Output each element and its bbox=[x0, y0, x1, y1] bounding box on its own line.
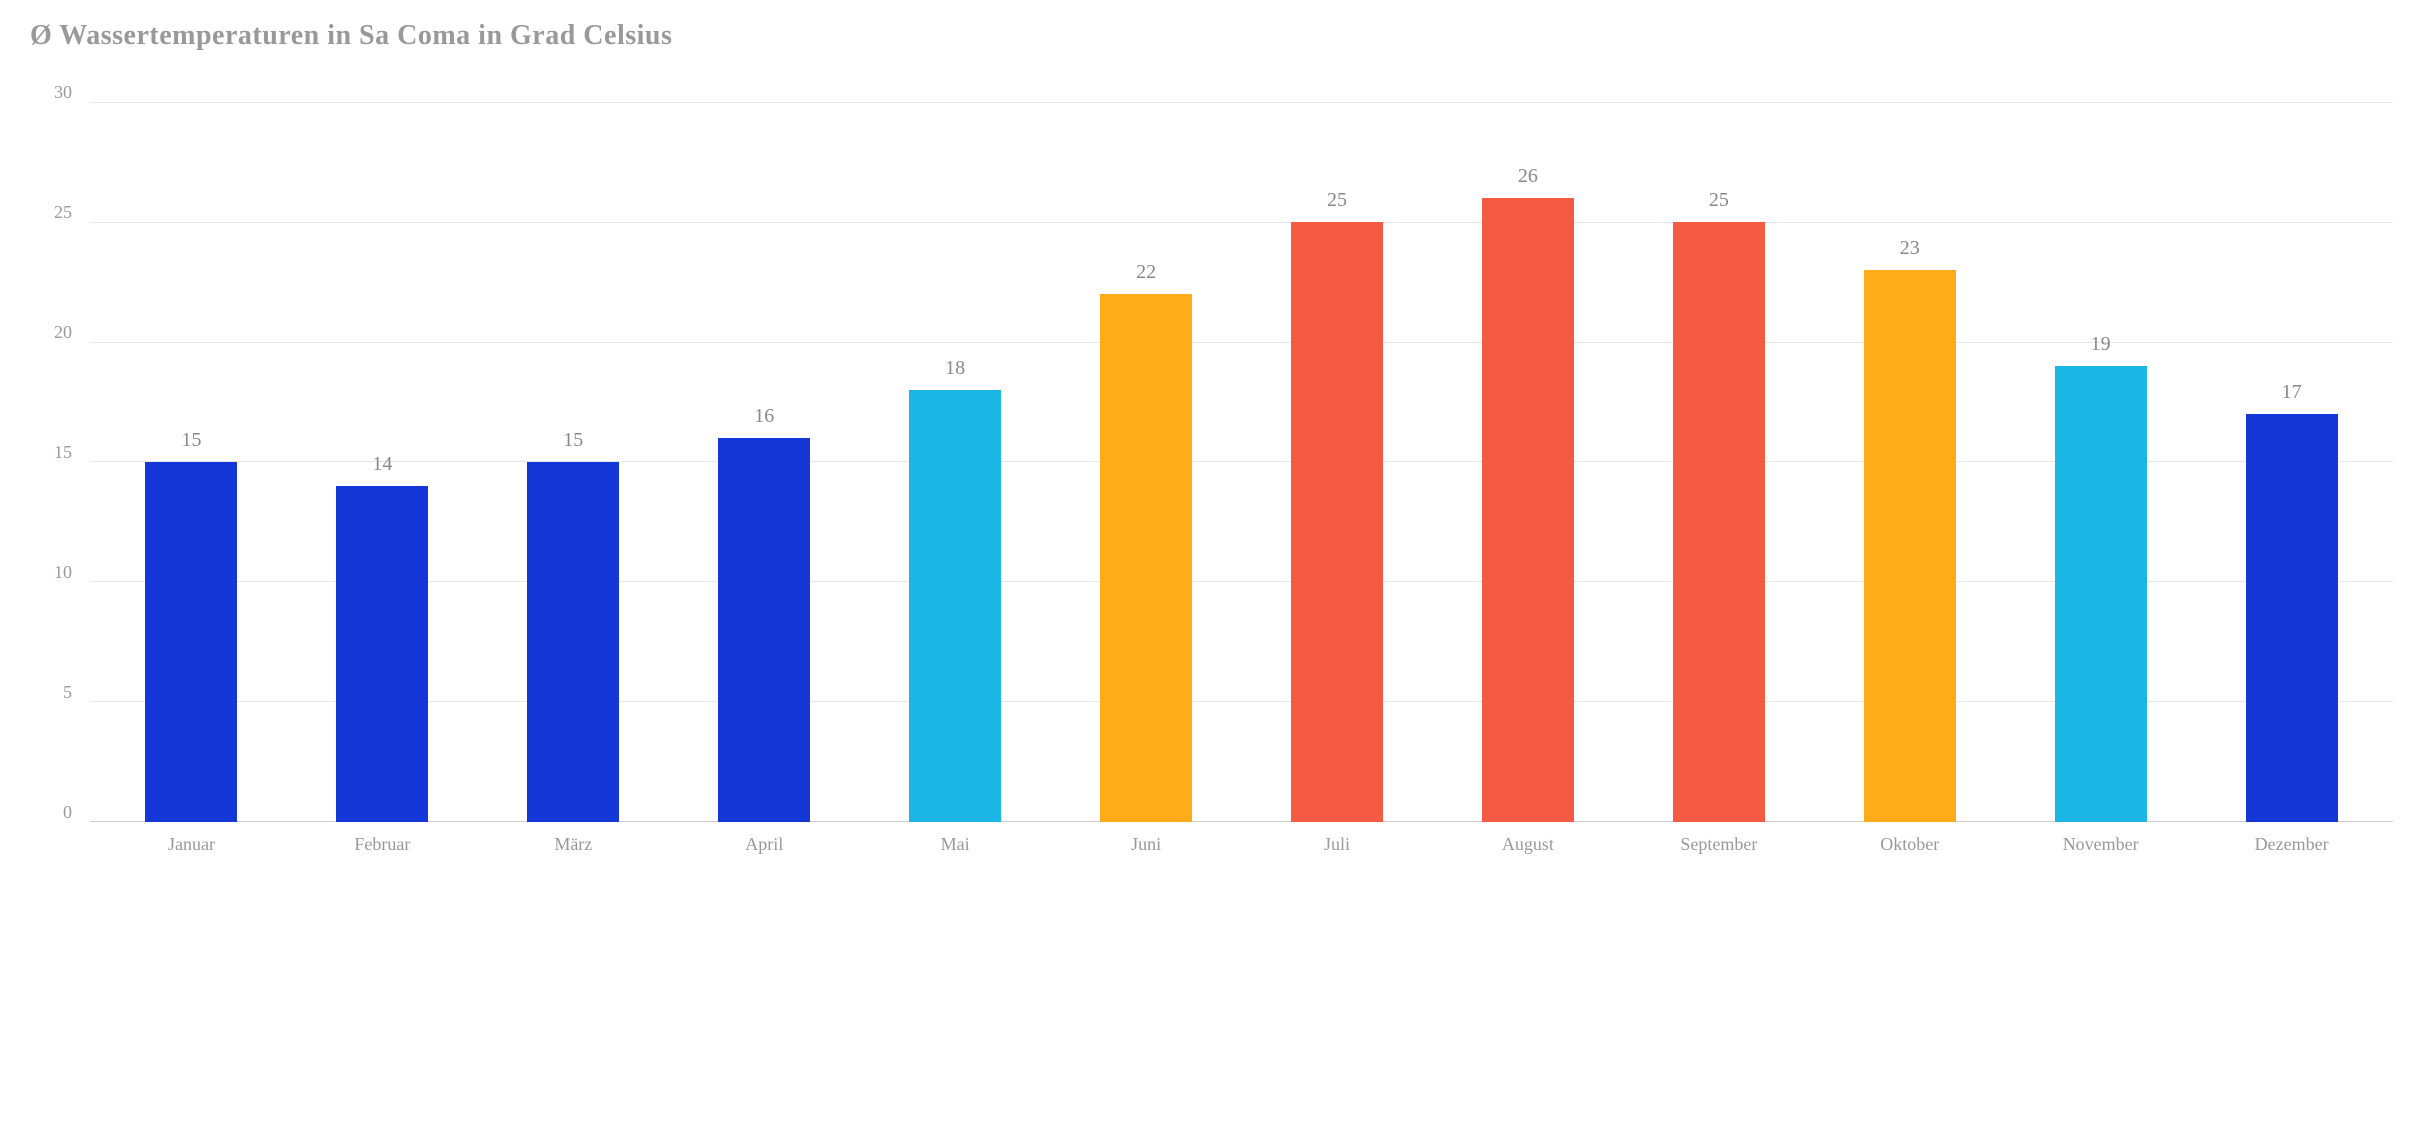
bar bbox=[718, 438, 810, 822]
bar-slot: 14 bbox=[287, 102, 478, 822]
water-temperature-chart: Ø Wassertemperaturen in Sa Coma in Grad … bbox=[30, 20, 2393, 855]
bar bbox=[1864, 270, 1956, 822]
bar-value-label: 25 bbox=[1327, 189, 1347, 212]
bar-slot: 25 bbox=[1623, 102, 1814, 822]
bar bbox=[1482, 198, 1574, 822]
x-axis-label: Mai bbox=[860, 834, 1051, 855]
bar-slot: 22 bbox=[1051, 102, 1242, 822]
bar-value-label: 18 bbox=[945, 357, 965, 380]
bar-value-label: 14 bbox=[372, 453, 392, 476]
bar-value-label: 22 bbox=[1136, 261, 1156, 284]
x-axis: JanuarFebruarMärzAprilMaiJuniJuliAugustS… bbox=[90, 834, 2393, 855]
bar bbox=[145, 462, 237, 822]
x-axis-label: November bbox=[2005, 834, 2196, 855]
bars: 15 14 15 16 18 22 25 26 25 23 19 17 bbox=[90, 102, 2393, 822]
bar-value-label: 23 bbox=[1900, 237, 1920, 260]
bar-slot: 18 bbox=[860, 102, 1051, 822]
x-axis-label: Dezember bbox=[2196, 834, 2387, 855]
bar bbox=[1100, 294, 1192, 822]
bar bbox=[2246, 414, 2338, 822]
bar-value-label: 19 bbox=[2091, 333, 2111, 356]
bar-slot: 15 bbox=[478, 102, 669, 822]
y-axis: 302520151050 bbox=[30, 102, 90, 822]
bar bbox=[1291, 222, 1383, 822]
bar bbox=[1673, 222, 1765, 822]
chart-title: Ø Wassertemperaturen in Sa Coma in Grad … bbox=[30, 20, 2393, 52]
x-axis-label: März bbox=[478, 834, 669, 855]
bar-slot: 15 bbox=[96, 102, 287, 822]
bar-slot: 25 bbox=[1242, 102, 1433, 822]
bar-slot: 19 bbox=[2005, 102, 2196, 822]
bar-value-label: 15 bbox=[181, 429, 201, 452]
bar-value-label: 25 bbox=[1709, 189, 1729, 212]
x-axis-label: April bbox=[669, 834, 860, 855]
x-axis-label: Januar bbox=[96, 834, 287, 855]
bar bbox=[527, 462, 619, 822]
x-axis-label: Oktober bbox=[1814, 834, 2005, 855]
x-axis-label: September bbox=[1623, 834, 1814, 855]
bar-slot: 17 bbox=[2196, 102, 2387, 822]
bar-value-label: 26 bbox=[1518, 165, 1538, 188]
plot-area: 302520151050 15 14 15 16 18 22 25 26 25 23 19 17 bbox=[30, 102, 2393, 822]
bar-value-label: 17 bbox=[2282, 381, 2302, 404]
bar bbox=[2055, 366, 2147, 822]
x-axis-label: Februar bbox=[287, 834, 478, 855]
bar bbox=[909, 390, 1001, 822]
bar-value-label: 15 bbox=[563, 429, 583, 452]
bar-slot: 16 bbox=[669, 102, 860, 822]
bars-region: 15 14 15 16 18 22 25 26 25 23 19 17 bbox=[90, 102, 2393, 822]
bar-slot: 23 bbox=[1814, 102, 2005, 822]
bar-slot: 26 bbox=[1432, 102, 1623, 822]
bar-value-label: 16 bbox=[754, 405, 774, 428]
bar bbox=[336, 486, 428, 822]
x-axis-label: August bbox=[1432, 834, 1623, 855]
x-axis-label: Juni bbox=[1051, 834, 1242, 855]
x-axis-label: Juli bbox=[1242, 834, 1433, 855]
